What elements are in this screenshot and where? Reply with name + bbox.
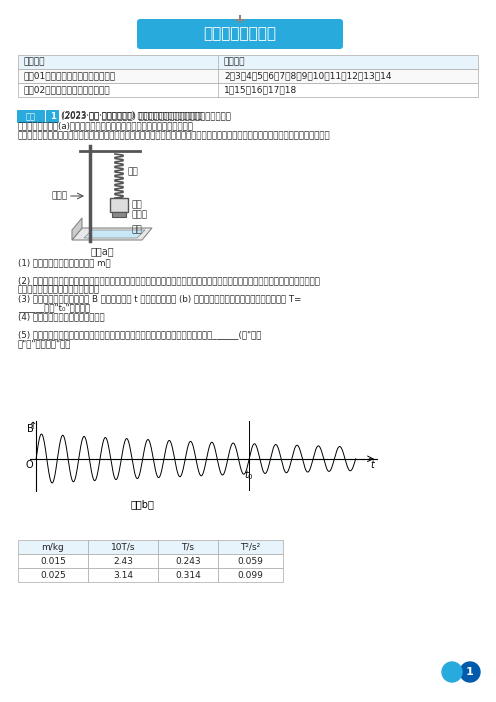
Text: 对应题号: 对应题号: [224, 58, 246, 67]
Text: 2.43: 2.43: [113, 557, 133, 566]
Text: 0.243: 0.243: [175, 557, 201, 566]
FancyBboxPatch shape: [17, 110, 45, 123]
Bar: [218, 540, 283, 554]
Text: 机械振动相关实验: 机械振动相关实验: [203, 27, 276, 41]
Text: 弹簧: 弹簧: [127, 168, 138, 176]
Text: 3.14: 3.14: [113, 571, 133, 579]
Bar: [18, 554, 88, 568]
Text: ______（用"t₀"表示）；: ______（用"t₀"表示）；: [18, 303, 90, 312]
Circle shape: [460, 662, 480, 682]
Text: 0.015: 0.015: [40, 557, 66, 566]
Text: (2023·湖南·统考高考真题) 某同学探究弹簧振子振动周期与质量的关: (2023·湖南·统考高考真题) 某同学探究弹簧振子振动周期与质量的关: [61, 111, 231, 120]
FancyBboxPatch shape: [46, 110, 59, 123]
Text: 0.314: 0.314: [175, 571, 201, 579]
Bar: [158, 554, 218, 568]
Bar: [18, 69, 478, 83]
Text: 的"或"非线性的"）。: 的"或"非线性的"）。: [18, 339, 71, 348]
Text: 2、3、4、5、6、7、8、9、10、11、12、13、14: 2、3、4、5、6、7、8、9、10、11、12、13、14: [224, 72, 391, 81]
Text: t: t: [371, 460, 374, 470]
Text: 0.025: 0.025: [40, 571, 66, 579]
Text: 1: 1: [466, 667, 474, 677]
Text: 手机: 手机: [132, 225, 143, 234]
Text: 学习目标: 学习目标: [24, 58, 46, 67]
Bar: [158, 540, 218, 554]
Text: 图（a）: 图（a）: [90, 246, 114, 256]
Polygon shape: [84, 230, 145, 238]
Bar: [218, 554, 283, 568]
FancyBboxPatch shape: [137, 19, 343, 49]
Text: 0.099: 0.099: [238, 571, 263, 579]
Text: 图（b）: 图（b）: [131, 499, 155, 509]
Text: 钩码下表面吸附一个小磁铁，其正下方放置智能手机，手机中的磁传感器可以采集磁感应强度实时变化的数据并输出图像，实验步骤如下：: 钩码下表面吸附一个小磁铁，其正下方放置智能手机，手机中的磁传感器可以采集磁感应强…: [18, 131, 331, 140]
Text: ↑: ↑: [29, 421, 37, 431]
Text: 钩码: 钩码: [132, 201, 143, 209]
Bar: [218, 568, 283, 582]
Bar: [112, 212, 126, 217]
Text: 1: 1: [50, 112, 56, 121]
Text: 系，实验装置如图(a)所示，轻质弹簧上端悬挂在铁架台上，下端挂有钩码，: 系，实验装置如图(a)所示，轻质弹簧上端悬挂在铁架台上，下端挂有钩码，: [18, 121, 194, 130]
Text: (1) 测出钩码和小磁铁的总质量 m；: (1) 测出钩码和小磁铁的总质量 m；: [18, 258, 111, 267]
Text: 10T/s: 10T/s: [111, 543, 135, 552]
Bar: [88, 554, 158, 568]
Text: 1、15、16、17、18: 1、15、16、17、18: [224, 86, 297, 95]
Text: 度变化周期等于弹簧振子振动周期；: 度变化周期等于弹簧振子振动周期；: [18, 285, 100, 294]
Text: 0.059: 0.059: [238, 557, 263, 566]
Text: m/kg: m/kg: [42, 543, 64, 552]
Bar: [158, 568, 218, 582]
Text: T/s: T/s: [182, 543, 194, 552]
Text: O: O: [26, 460, 34, 470]
Text: 铁架台: 铁架台: [52, 192, 68, 201]
Bar: [18, 55, 478, 69]
Text: 目标01用单摆测量重力加速度的大小: 目标01用单摆测量重力加速度的大小: [24, 72, 116, 81]
Text: (4) 改变钩码质量，重复上述步骤；: (4) 改变钩码质量，重复上述步骤；: [18, 312, 105, 321]
Text: (5) 根据测得的数据作图，分析数据可知，弹簧振子振动周期的平方与质量的关系是______(填"线性: (5) 根据测得的数据作图，分析数据可知，弹簧振子振动周期的平方与质量的关系是_…: [18, 330, 261, 339]
Text: (2023·湖南·统考高考真题) 某同学探究弹簧振子振动周期: (2023·湖南·统考高考真题) 某同学探究弹簧振子振动周期: [62, 110, 202, 119]
Bar: [18, 540, 88, 554]
Bar: [18, 568, 88, 582]
Text: (3) 某次采集到的磁感应强度 B 的大小随时间 t 变化的图像如图 (b) 所示，从图中可以算出弹簧振子振动周期 T=: (3) 某次采集到的磁感应强度 B 的大小随时间 t 变化的图像如图 (b) 所…: [18, 294, 302, 303]
Polygon shape: [72, 228, 152, 240]
Text: 题目: 题目: [26, 112, 36, 121]
Text: B: B: [27, 424, 34, 434]
Text: (2) 在弹簧下端挂上该钩码和小磁铁，使弹簧振子在竖直方向做简谐运动，打开手机的磁传感器软件，此时磁传感器记录的磁感应强: (2) 在弹簧下端挂上该钩码和小磁铁，使弹簧振子在竖直方向做简谐运动，打开手机的…: [18, 276, 320, 285]
Bar: [110, 198, 128, 212]
Polygon shape: [72, 218, 82, 240]
Circle shape: [442, 662, 462, 682]
Bar: [18, 83, 478, 97]
Text: T²/s²: T²/s²: [241, 543, 260, 552]
Bar: [88, 568, 158, 582]
Bar: [88, 540, 158, 554]
Text: 目标02影响弹簧振子周期的物理量: 目标02影响弹簧振子周期的物理量: [24, 86, 111, 95]
Text: 小磁铁: 小磁铁: [132, 210, 148, 219]
